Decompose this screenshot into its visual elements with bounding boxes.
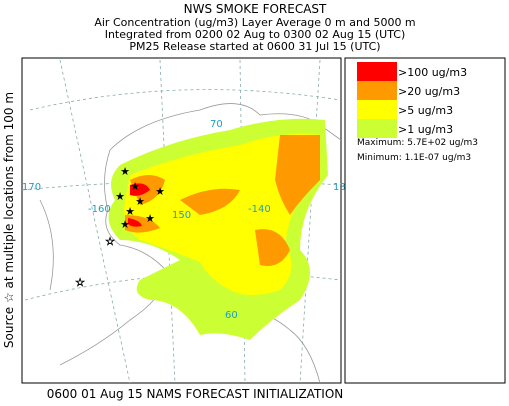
legend-swatch <box>357 100 397 119</box>
svg-text:★: ★ <box>120 218 130 231</box>
smoke-area <box>128 183 150 227</box>
legend-label: >5 ug/m3 <box>398 104 453 117</box>
svg-text:★: ★ <box>115 190 125 203</box>
footer: 0600 01 Aug 15 NAMS FORECAST INITIALIZAT… <box>47 387 344 401</box>
svg-text:★: ★ <box>135 195 145 208</box>
svg-text:★: ★ <box>120 165 130 178</box>
grid-label: 60 <box>225 310 238 321</box>
legend-swatch <box>357 81 397 100</box>
legend-min: Minimum: 1.1E-07 ug/m3 <box>357 153 471 163</box>
svg-text:★: ★ <box>155 185 165 198</box>
legend-label: >100 ug/m3 <box>398 66 467 79</box>
subtitle: PM25 Release started at 0600 31 Jul 15 (… <box>129 40 380 53</box>
grid-label: 150 <box>172 210 191 221</box>
legend-swatch <box>357 119 397 138</box>
svg-text:★: ★ <box>125 205 135 218</box>
svg-text:☆: ☆ <box>75 276 85 289</box>
subtitle: Integrated from 0200 02 Aug to 0300 02 A… <box>105 28 406 41</box>
svg-text:★: ★ <box>130 180 140 193</box>
grid-label: 130 <box>333 182 352 193</box>
subtitle: Air Concentration (ug/m3) Layer Average … <box>94 16 415 29</box>
svg-text:★: ★ <box>145 212 155 225</box>
grid-label: 170 <box>22 182 41 193</box>
title: NWS SMOKE FORECAST <box>184 2 327 16</box>
side-label: Source ☆ at multiple locations from 100 … <box>2 92 16 348</box>
grid-label: -160 <box>88 204 111 215</box>
legend-label: >1 ug/m3 <box>398 123 453 136</box>
grid-label: -140 <box>248 204 271 215</box>
legend-label: >20 ug/m3 <box>398 85 460 98</box>
smoke-area <box>275 135 320 215</box>
map: ★★★ ★ ★★★★ ☆ ☆ 70 170 -160 150 -140 130 6… <box>21 57 352 384</box>
legend-swatch <box>357 62 397 81</box>
grid-label: 70 <box>210 119 223 130</box>
source-markers: ★★★ ★ ★★★★ ☆ ☆ <box>75 165 165 289</box>
legend-max: Maximum: 5.7E+02 ug/m3 <box>357 138 478 148</box>
legend: Maximum: 5.7E+02 ug/m3 Minimum: 1.1E-07 … <box>344 57 506 384</box>
svg-text:☆: ☆ <box>105 235 115 248</box>
